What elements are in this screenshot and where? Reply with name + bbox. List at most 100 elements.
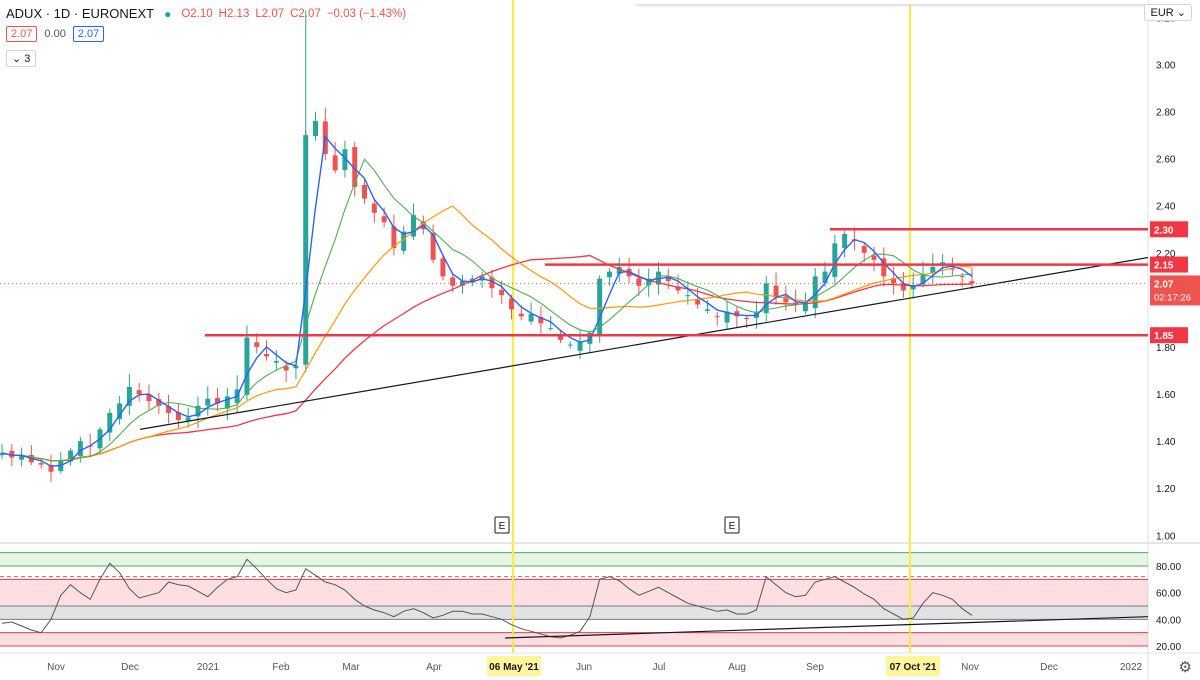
time-axis-tick: Jul bbox=[653, 662, 666, 673]
price-axis-tick: 3.00 bbox=[1156, 60, 1176, 71]
horizontal-level-label: 2.15 bbox=[1154, 261, 1174, 272]
candle-body bbox=[724, 311, 730, 323]
rsi-trendline bbox=[504, 616, 1149, 639]
rsi-band bbox=[0, 632, 1148, 646]
candle-body bbox=[362, 184, 368, 199]
rsi-axis-tick: 40.00 bbox=[1156, 615, 1181, 626]
candle-body bbox=[714, 316, 720, 318]
candle-body bbox=[156, 399, 162, 406]
candle-body bbox=[910, 285, 916, 290]
candle-body bbox=[166, 406, 172, 413]
candle-body bbox=[812, 276, 818, 309]
candle-body bbox=[773, 285, 779, 298]
indicator-value-3: 2.07 bbox=[72, 26, 105, 42]
candle-body bbox=[567, 344, 573, 346]
candle-body bbox=[900, 283, 906, 291]
candle-body bbox=[293, 365, 299, 369]
time-axis-tick: Jun bbox=[576, 662, 592, 673]
candle-body bbox=[264, 354, 270, 357]
price-trendline bbox=[139, 256, 1149, 430]
candle-body bbox=[371, 203, 377, 213]
candle-body bbox=[508, 298, 514, 310]
price-axis-tick: 2.40 bbox=[1156, 202, 1176, 213]
candle-body bbox=[646, 278, 652, 286]
time-axis-tick: Nov bbox=[47, 662, 65, 673]
indicators-collapse-button[interactable]: ⌄ 3 bbox=[6, 50, 37, 67]
candle-body bbox=[881, 258, 887, 277]
candle-body bbox=[411, 215, 417, 237]
candle-body bbox=[77, 441, 83, 457]
price-axis-tick: 1.80 bbox=[1156, 343, 1176, 354]
candle-body bbox=[616, 266, 622, 274]
candle-body bbox=[460, 281, 466, 286]
current-price-label-bg bbox=[1150, 275, 1200, 306]
rsi-band bbox=[0, 606, 1148, 620]
candle-body bbox=[175, 412, 181, 420]
candle-body bbox=[215, 398, 221, 404]
candle-body bbox=[117, 403, 123, 420]
candle-body bbox=[704, 309, 710, 311]
time-axis-tick: 07 Oct '21 bbox=[890, 662, 937, 673]
time-axis-tick: Apr bbox=[426, 662, 442, 673]
candle-body bbox=[636, 278, 642, 286]
symbol-title[interactable]: ADUX · 1D · EURONEXT bbox=[6, 6, 155, 21]
chevron-down-icon: ⌄ bbox=[12, 53, 22, 65]
candle-body bbox=[352, 146, 358, 187]
candle-body bbox=[528, 314, 534, 322]
level-label-bg bbox=[1150, 221, 1188, 238]
price-axis-tick: 1.60 bbox=[1156, 390, 1176, 401]
candle-body bbox=[685, 295, 691, 297]
current-price-label: 2.07 bbox=[1154, 279, 1174, 290]
candle-body bbox=[734, 311, 740, 317]
ohlc-open: O2.10 bbox=[181, 7, 213, 20]
candle-body bbox=[38, 462, 44, 465]
candle-body bbox=[391, 226, 397, 249]
horizontal-level-label: 1.85 bbox=[1154, 331, 1174, 342]
candle-body bbox=[891, 278, 897, 284]
currency-selector[interactable]: EUR ⌄ bbox=[1144, 4, 1192, 21]
rsi-axis-tick: 20.00 bbox=[1156, 642, 1181, 653]
time-axis-tick: 2021 bbox=[197, 662, 220, 673]
candle-body bbox=[185, 417, 191, 421]
moving-average-fast-line bbox=[1, 135, 973, 467]
level-label-bg bbox=[1150, 256, 1188, 273]
candle-body bbox=[538, 316, 544, 324]
candle-body bbox=[48, 464, 54, 472]
indicator-value-2: 0.00 bbox=[44, 28, 66, 40]
price-axis-tick: 1.40 bbox=[1156, 437, 1176, 448]
ohlc-change: −0.03 (−1.43%) bbox=[326, 7, 407, 20]
candle-body bbox=[597, 278, 603, 335]
moving-average-long-line bbox=[1, 254, 973, 462]
candle-body bbox=[19, 455, 25, 460]
rsi-line bbox=[1, 558, 973, 639]
candle-body bbox=[489, 277, 495, 289]
rsi-axis-tick: 80.00 bbox=[1156, 562, 1181, 573]
time-axis-tick: Nov bbox=[961, 662, 979, 673]
candle-body bbox=[802, 302, 808, 312]
rsi-axis-tick: 60.00 bbox=[1156, 589, 1181, 600]
gear-icon[interactable]: ⚙ bbox=[1178, 659, 1192, 676]
indicator-values[interactable]: 2.07 0.00 2.07 bbox=[6, 26, 105, 42]
candle-body bbox=[557, 334, 563, 340]
candle-body bbox=[0, 452, 5, 456]
candle-body bbox=[224, 396, 230, 409]
candle-body bbox=[675, 286, 681, 291]
candle-body bbox=[107, 412, 113, 433]
candle-body bbox=[68, 450, 74, 462]
earnings-marker-box bbox=[724, 516, 740, 534]
time-marker-label-bg bbox=[886, 656, 940, 676]
time-axis-tick: Mar bbox=[342, 662, 360, 673]
candle-body bbox=[930, 266, 936, 273]
candle-body bbox=[254, 342, 260, 347]
price-axis-tick: 1.20 bbox=[1156, 484, 1176, 495]
symbol-legend[interactable]: ADUX · 1D · EURONEXT ● O2.10 H2.13 L2.07… bbox=[6, 6, 406, 21]
candle-body bbox=[783, 296, 789, 303]
time-marker-label-bg bbox=[487, 656, 541, 676]
candle-body bbox=[205, 398, 211, 406]
candle-body bbox=[871, 255, 877, 260]
moving-average-mid-line bbox=[1, 205, 973, 462]
candle-body bbox=[822, 271, 828, 283]
candle-body bbox=[959, 276, 965, 278]
level-label-bg bbox=[1150, 327, 1188, 344]
